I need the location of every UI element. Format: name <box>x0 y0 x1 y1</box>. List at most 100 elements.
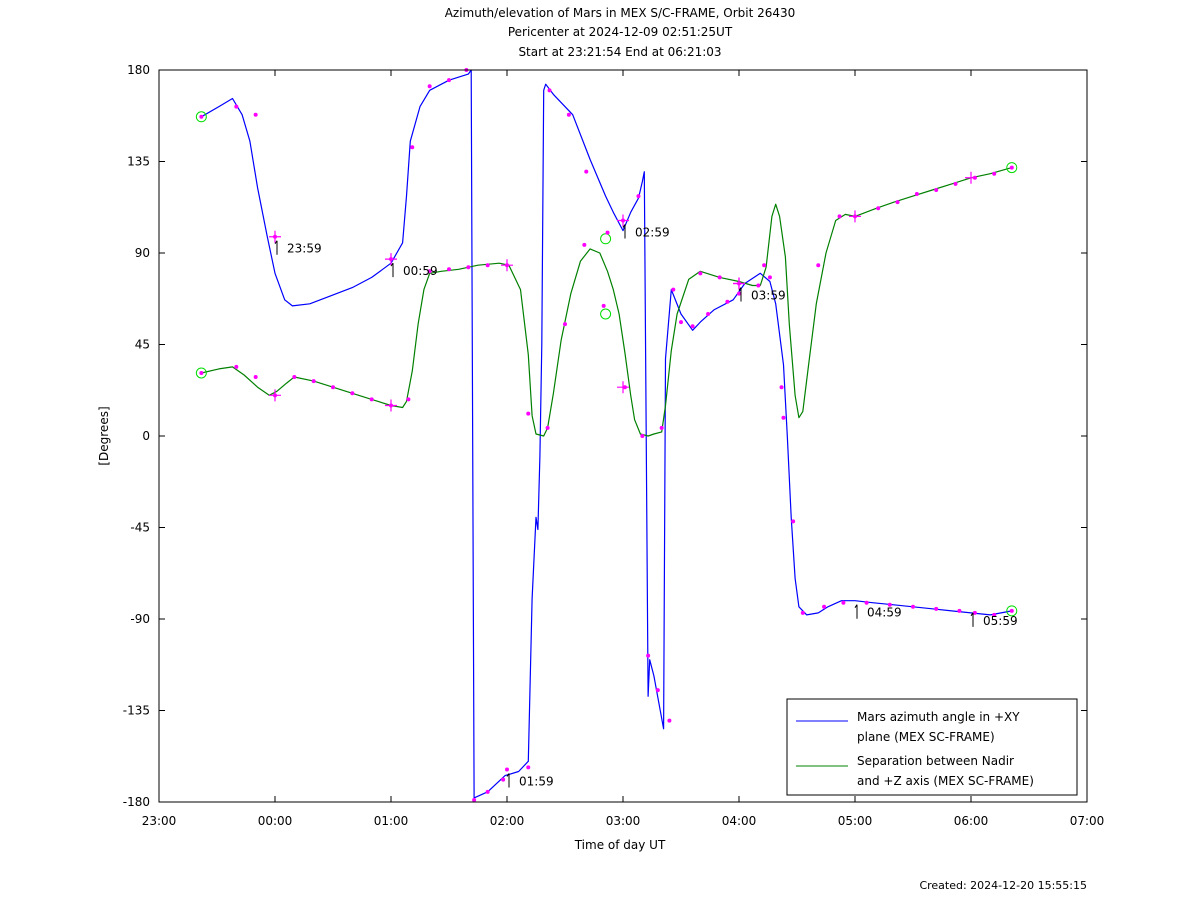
hour-cross-1 <box>733 277 745 290</box>
data-point-1 <box>992 171 997 176</box>
endpoint-circle <box>1006 605 1018 617</box>
endpoint-circle <box>1006 162 1018 174</box>
data-point-1 <box>292 375 297 380</box>
data-point-1 <box>369 397 374 402</box>
data-point-0 <box>655 688 660 693</box>
data-point-0 <box>199 114 204 119</box>
data-point-0 <box>992 612 997 617</box>
data-point-0 <box>972 610 977 615</box>
data-point-0 <box>646 653 651 658</box>
data-point-1 <box>895 200 900 205</box>
data-point-0 <box>253 112 258 117</box>
time-mark-arrow <box>970 612 974 617</box>
time-mark-arrow <box>622 224 626 228</box>
data-point-1 <box>762 263 767 268</box>
data-point-1 <box>876 206 881 211</box>
data-point-1 <box>485 263 490 268</box>
data-point-0 <box>501 777 506 782</box>
data-point-0 <box>667 718 672 723</box>
endpoint-circle <box>195 367 207 379</box>
y-tick-label: -135 <box>123 704 150 718</box>
x-axis-label: Time of day UT <box>574 838 666 852</box>
plot-frame <box>158 69 1088 803</box>
series-line-1 <box>201 167 1012 437</box>
data-point-1 <box>311 379 316 384</box>
time-mark-label: 01:59 <box>519 774 554 788</box>
endpoint-circle <box>600 308 612 320</box>
endpoint-circle <box>195 111 207 123</box>
chart-title-line-1: Azimuth/elevation of Mars in MEX S/C-FRA… <box>445 6 796 20</box>
hour-cross-0 <box>617 214 629 227</box>
y-tick-label: 90 <box>135 246 150 260</box>
data-point-0 <box>800 610 805 615</box>
data-point-0 <box>1009 608 1014 613</box>
data-point-0 <box>234 104 239 109</box>
data-point-0 <box>725 299 730 304</box>
hour-cross-1 <box>617 381 629 394</box>
data-point-0 <box>957 608 962 613</box>
hour-cross-1 <box>501 259 513 272</box>
data-point-1 <box>199 370 204 375</box>
data-point-0 <box>841 600 846 605</box>
y-tick-label: 45 <box>135 338 150 352</box>
data-point-1 <box>563 322 567 327</box>
legend-label-separation-1: Separation between Nadir <box>857 754 1014 768</box>
data-point-1 <box>350 391 355 396</box>
data-point-1 <box>447 267 451 272</box>
data-point-0 <box>934 606 939 611</box>
axis-ticks: 23:00 00:00 01:00 02:00 03:00 04:00 05:00 06:00… <box>123 63 1105 828</box>
y-tick-label: -45 <box>130 521 150 535</box>
data-point-1 <box>698 271 703 276</box>
time-mark-label: 04:59 <box>867 606 902 620</box>
data-point-1 <box>427 269 432 274</box>
x-tick-label: 00:00 <box>258 814 293 828</box>
hour-cross-1 <box>269 389 281 402</box>
created-timestamp: Created: 2024-12-20 15:55:15 <box>919 879 1087 892</box>
data-point-0 <box>636 194 641 199</box>
data-point-0 <box>410 145 415 150</box>
hour-cross-0 <box>269 230 281 243</box>
x-tick-label: 05:00 <box>838 814 873 828</box>
data-point-1 <box>331 385 335 390</box>
data-point-0 <box>779 385 784 390</box>
y-tick-label: 0 <box>142 429 150 443</box>
plot-content: 23:59 00:59 01:59 02:59 03:59 04:59 05:59 <box>195 68 1018 802</box>
chart-title-line-3: Start at 23:21:54 End at 06:21:03 <box>518 45 721 59</box>
data-point-1 <box>406 397 411 402</box>
data-point-1 <box>234 364 239 369</box>
hour-cross-1 <box>849 210 861 223</box>
hour-cross-0 <box>385 253 397 266</box>
data-point-0 <box>737 291 741 296</box>
y-tick-label: 135 <box>127 155 150 169</box>
y-axis-label: [Degrees] <box>97 406 111 465</box>
endpoint-circle <box>600 233 612 245</box>
data-point-1 <box>816 263 821 268</box>
data-point-0 <box>756 283 761 288</box>
data-point-0 <box>584 169 589 174</box>
y-tick-label: -180 <box>123 795 150 809</box>
hour-cross-1 <box>385 399 397 412</box>
time-mark-label: 00:59 <box>403 264 438 278</box>
time-mark-arrow <box>274 240 278 245</box>
data-point-1 <box>953 181 958 186</box>
data-point-0 <box>767 275 772 280</box>
chart-title-line-2: Pericenter at 2024-12-09 02:51:25UT <box>508 25 733 39</box>
legend-label-azimuth-2: plane (MEX SC-FRAME) <box>857 730 995 744</box>
y-tick-label: -90 <box>130 612 150 626</box>
legend-label-azimuth-1: Mars azimuth angle in +XY <box>857 710 1020 724</box>
data-point-1 <box>914 192 919 197</box>
data-point-1 <box>582 242 587 247</box>
data-point-0 <box>671 287 676 292</box>
data-point-0 <box>791 519 796 524</box>
time-mark-label: 03:59 <box>751 289 786 303</box>
data-point-0 <box>547 88 552 93</box>
data-point-0 <box>485 789 490 794</box>
data-point-0 <box>690 324 695 329</box>
data-point-1 <box>640 434 645 438</box>
data-point-1 <box>545 425 550 430</box>
data-point-1 <box>601 303 606 308</box>
x-tick-label: 02:00 <box>490 814 525 828</box>
data-point-1 <box>1009 165 1014 170</box>
time-mark-arrow <box>506 773 510 777</box>
